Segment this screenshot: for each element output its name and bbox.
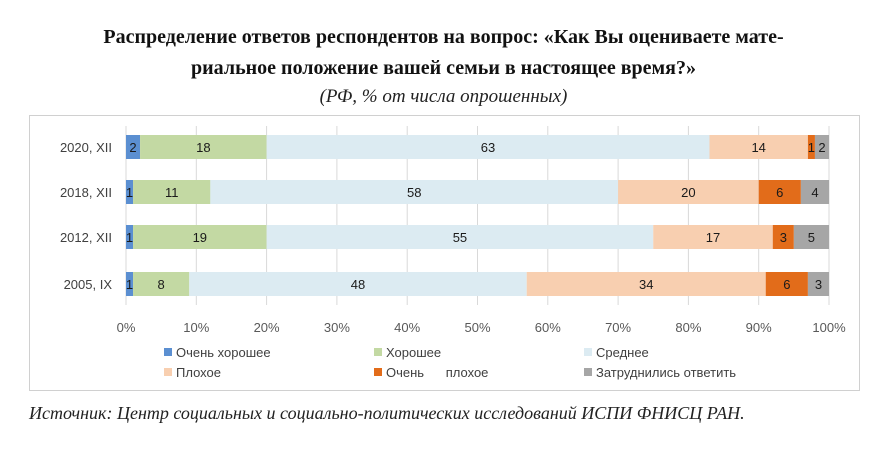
- legend-swatch: [164, 348, 172, 356]
- bar-segment: [126, 225, 134, 249]
- data-label: 18: [196, 140, 210, 155]
- legend-label: Затруднились ответить: [596, 365, 736, 380]
- bar-segment: [126, 272, 134, 296]
- bar-segment: [653, 225, 773, 249]
- bar-segment: [126, 135, 141, 159]
- data-label: 63: [481, 140, 495, 155]
- data-label: 14: [751, 140, 765, 155]
- data-label: 2: [818, 140, 825, 155]
- x-tick-label: 90%: [746, 320, 772, 335]
- legend-label: Среднее: [596, 345, 649, 360]
- data-label: 1: [808, 140, 815, 155]
- legend-swatch: [374, 348, 382, 356]
- x-tick-label: 100%: [812, 320, 846, 335]
- x-tick-label: 50%: [464, 320, 490, 335]
- title-line-2: риальное положение вашей семьи в настоящ…: [191, 57, 696, 79]
- bar-segment: [140, 135, 267, 159]
- bar-segment: [772, 225, 794, 249]
- bar-segment: [189, 272, 527, 296]
- legend-swatch: [584, 348, 592, 356]
- bar-segment: [266, 225, 654, 249]
- bar-segment: [709, 135, 808, 159]
- data-label: 4: [811, 185, 818, 200]
- data-label: 20: [681, 185, 695, 200]
- x-tick-label: 40%: [394, 320, 420, 335]
- stacked-bar-chart: 0% 10% 20% 30% 40% 50% 60% 70% 80% 90% 100% 2020, X…: [60, 126, 846, 380]
- data-label: 58: [407, 185, 421, 200]
- x-tick-label: 60%: [535, 320, 561, 335]
- legend-swatch: [374, 368, 382, 376]
- bar-segment: [618, 180, 759, 204]
- legend-label: Хорошее: [386, 345, 441, 360]
- data-label: 6: [776, 185, 783, 200]
- x-tick-label: 20%: [254, 320, 280, 335]
- legend-swatch: [584, 368, 592, 376]
- bar-segment: [210, 180, 619, 204]
- category-label: 2020, XII: [60, 140, 112, 155]
- data-label: 3: [780, 230, 787, 245]
- bar-segment: [526, 272, 766, 296]
- category-label: 2005, IX: [64, 277, 113, 292]
- bar-segment: [807, 135, 815, 159]
- bar-segment: [126, 180, 134, 204]
- data-label: 1: [126, 277, 133, 292]
- legend-swatch: [164, 368, 172, 376]
- legend-label: Очень хорошее: [176, 345, 271, 360]
- bar-segment: [133, 180, 211, 204]
- bar-segment: [765, 272, 808, 296]
- source-note: Источник: Центр социальных и социально-п…: [29, 403, 745, 423]
- bar-segment: [266, 135, 710, 159]
- category-label: 2018, XII: [60, 185, 112, 200]
- data-label: 2: [129, 140, 136, 155]
- data-label: 55: [453, 230, 467, 245]
- x-tick-label: 80%: [675, 320, 701, 335]
- x-tick-label: 10%: [183, 320, 209, 335]
- data-label: 1: [126, 230, 133, 245]
- x-tick-label: 0%: [117, 320, 136, 335]
- bar-segment: [133, 225, 267, 249]
- legend-label: Очень плохое: [386, 365, 488, 380]
- data-label: 8: [158, 277, 165, 292]
- x-tick-label: 30%: [324, 320, 350, 335]
- data-label: 3: [815, 277, 822, 292]
- chart-title: Распределение ответов респондентов на во…: [0, 22, 887, 84]
- chart-frame: 0% 10% 20% 30% 40% 50% 60% 70% 80% 90% 100% 2020, X…: [29, 115, 860, 391]
- bar-segment: [793, 225, 829, 249]
- title-line-1: Распределение ответов респондентов на во…: [103, 26, 784, 48]
- bar-segment: [807, 272, 829, 296]
- bar-segment: [800, 180, 829, 204]
- data-label: 11: [165, 185, 179, 200]
- data-label: 6: [783, 277, 790, 292]
- x-tick-label: 70%: [605, 320, 631, 335]
- bar-segment: [133, 272, 190, 296]
- bar-segment: [758, 180, 801, 204]
- data-label: 5: [808, 230, 815, 245]
- chart-subtitle: (РФ, % от числа опрошенных): [319, 86, 568, 107]
- data-label: 17: [706, 230, 720, 245]
- category-label: 2012, XII: [60, 230, 112, 245]
- data-label: 19: [193, 230, 207, 245]
- legend-label: Плохое: [176, 365, 221, 380]
- data-label: 48: [351, 277, 365, 292]
- bar-segment: [814, 135, 829, 159]
- data-label: 1: [126, 185, 133, 200]
- data-label: 34: [639, 277, 653, 292]
